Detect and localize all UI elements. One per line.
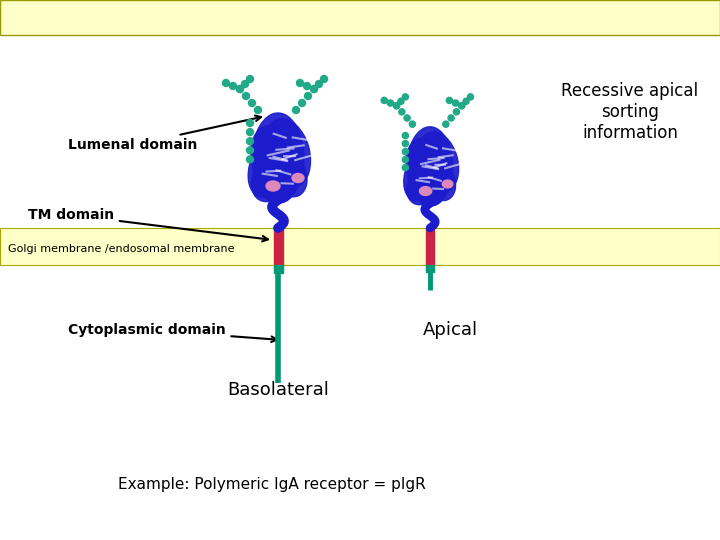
Ellipse shape (446, 97, 452, 104)
Ellipse shape (320, 76, 328, 83)
Text: Basolateral: Basolateral (227, 381, 329, 399)
Ellipse shape (443, 121, 449, 127)
Ellipse shape (254, 106, 261, 113)
Ellipse shape (467, 94, 474, 100)
Ellipse shape (404, 146, 442, 201)
Ellipse shape (310, 85, 318, 92)
Text: TM domain: TM domain (28, 208, 268, 241)
Ellipse shape (387, 100, 393, 106)
Bar (0, 0, 720, 35)
Ellipse shape (236, 85, 243, 92)
Ellipse shape (251, 150, 294, 201)
Ellipse shape (315, 80, 323, 87)
Ellipse shape (292, 106, 300, 113)
Ellipse shape (448, 115, 454, 121)
Ellipse shape (452, 100, 459, 106)
Ellipse shape (409, 121, 415, 127)
Ellipse shape (264, 119, 310, 187)
Text: Example: Polymeric IgA receptor = pIgR: Example: Polymeric IgA receptor = pIgR (118, 477, 426, 492)
Ellipse shape (402, 132, 408, 139)
Ellipse shape (407, 160, 444, 205)
Ellipse shape (246, 156, 253, 163)
Ellipse shape (243, 92, 250, 99)
Ellipse shape (459, 103, 465, 109)
Ellipse shape (241, 80, 248, 87)
Ellipse shape (463, 98, 469, 104)
Ellipse shape (230, 83, 236, 90)
Ellipse shape (222, 79, 230, 86)
Ellipse shape (402, 148, 408, 154)
Ellipse shape (297, 79, 304, 86)
Ellipse shape (310, 85, 318, 92)
Ellipse shape (404, 115, 410, 121)
Bar (426, 265, 434, 272)
Ellipse shape (399, 109, 405, 115)
Ellipse shape (407, 127, 453, 206)
Ellipse shape (402, 94, 408, 100)
Ellipse shape (422, 159, 456, 200)
Ellipse shape (394, 103, 400, 109)
Text: Golgi membrane /endosomal membrane: Golgi membrane /endosomal membrane (8, 244, 235, 253)
Bar (274, 228, 282, 265)
Ellipse shape (442, 180, 453, 188)
Text: Apical: Apical (423, 321, 477, 339)
Ellipse shape (420, 187, 432, 195)
Ellipse shape (269, 163, 297, 202)
Ellipse shape (305, 92, 312, 99)
Bar (274, 265, 282, 273)
Ellipse shape (246, 147, 253, 154)
Ellipse shape (402, 140, 408, 147)
Ellipse shape (292, 173, 304, 183)
Bar (426, 228, 434, 265)
Ellipse shape (246, 129, 253, 136)
Ellipse shape (266, 181, 280, 191)
Ellipse shape (248, 134, 292, 197)
Ellipse shape (299, 99, 305, 106)
Ellipse shape (248, 99, 256, 106)
Text: Cytoplasmic domain: Cytoplasmic domain (68, 323, 277, 342)
Ellipse shape (406, 138, 433, 177)
Ellipse shape (422, 171, 447, 206)
Ellipse shape (398, 98, 404, 104)
Ellipse shape (304, 83, 310, 90)
Ellipse shape (402, 165, 408, 171)
Ellipse shape (269, 149, 307, 197)
Text: Lumenal domain: Lumenal domain (68, 116, 261, 152)
Ellipse shape (454, 109, 459, 115)
Ellipse shape (417, 132, 459, 192)
Ellipse shape (251, 126, 282, 170)
Ellipse shape (252, 113, 304, 203)
Ellipse shape (246, 119, 253, 126)
Ellipse shape (381, 97, 387, 104)
Ellipse shape (246, 76, 253, 83)
Ellipse shape (459, 103, 465, 109)
Ellipse shape (246, 138, 253, 145)
Text: Recessive apical
sorting
information: Recessive apical sorting information (562, 82, 698, 141)
Ellipse shape (394, 103, 400, 109)
Ellipse shape (402, 157, 408, 163)
Bar (0, 228, 720, 265)
Ellipse shape (236, 85, 243, 92)
